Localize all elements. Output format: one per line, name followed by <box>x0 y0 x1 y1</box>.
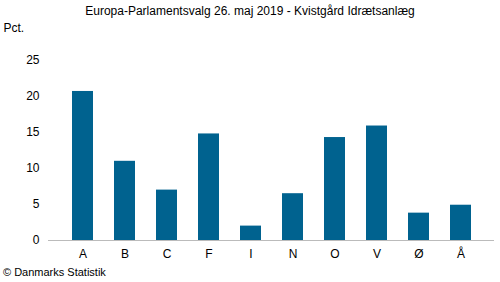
svg-text:O: O <box>330 247 339 261</box>
svg-text:Ø: Ø <box>414 247 423 261</box>
html-text:Europa-Parlamentsvalg 26. maj: Europa-Parlamentsvalg 26. maj 2019 - Kvi… <box>85 4 415 18</box>
svg-text:Å: Å <box>457 246 465 261</box>
html-text:© Danmarks Statistik: © Danmarks Statistik <box>3 266 106 278</box>
svg-text:25: 25 <box>26 53 40 67</box>
svg-text:Pct.: Pct. <box>4 21 25 35</box>
svg-text:5: 5 <box>33 197 40 211</box>
svg-text:V: V <box>373 247 381 261</box>
svg-text:A: A <box>79 247 87 261</box>
svg-text:C: C <box>163 247 172 261</box>
svg-text:B: B <box>121 247 129 261</box>
svg-text:I: I <box>249 247 252 261</box>
svg-text:0: 0 <box>33 233 40 247</box>
svg-text:20: 20 <box>26 89 40 103</box>
svg-text:10: 10 <box>26 161 40 175</box>
svg-text:N: N <box>289 247 298 261</box>
svg-text:F: F <box>205 247 212 261</box>
svg-text:15: 15 <box>26 125 40 139</box>
